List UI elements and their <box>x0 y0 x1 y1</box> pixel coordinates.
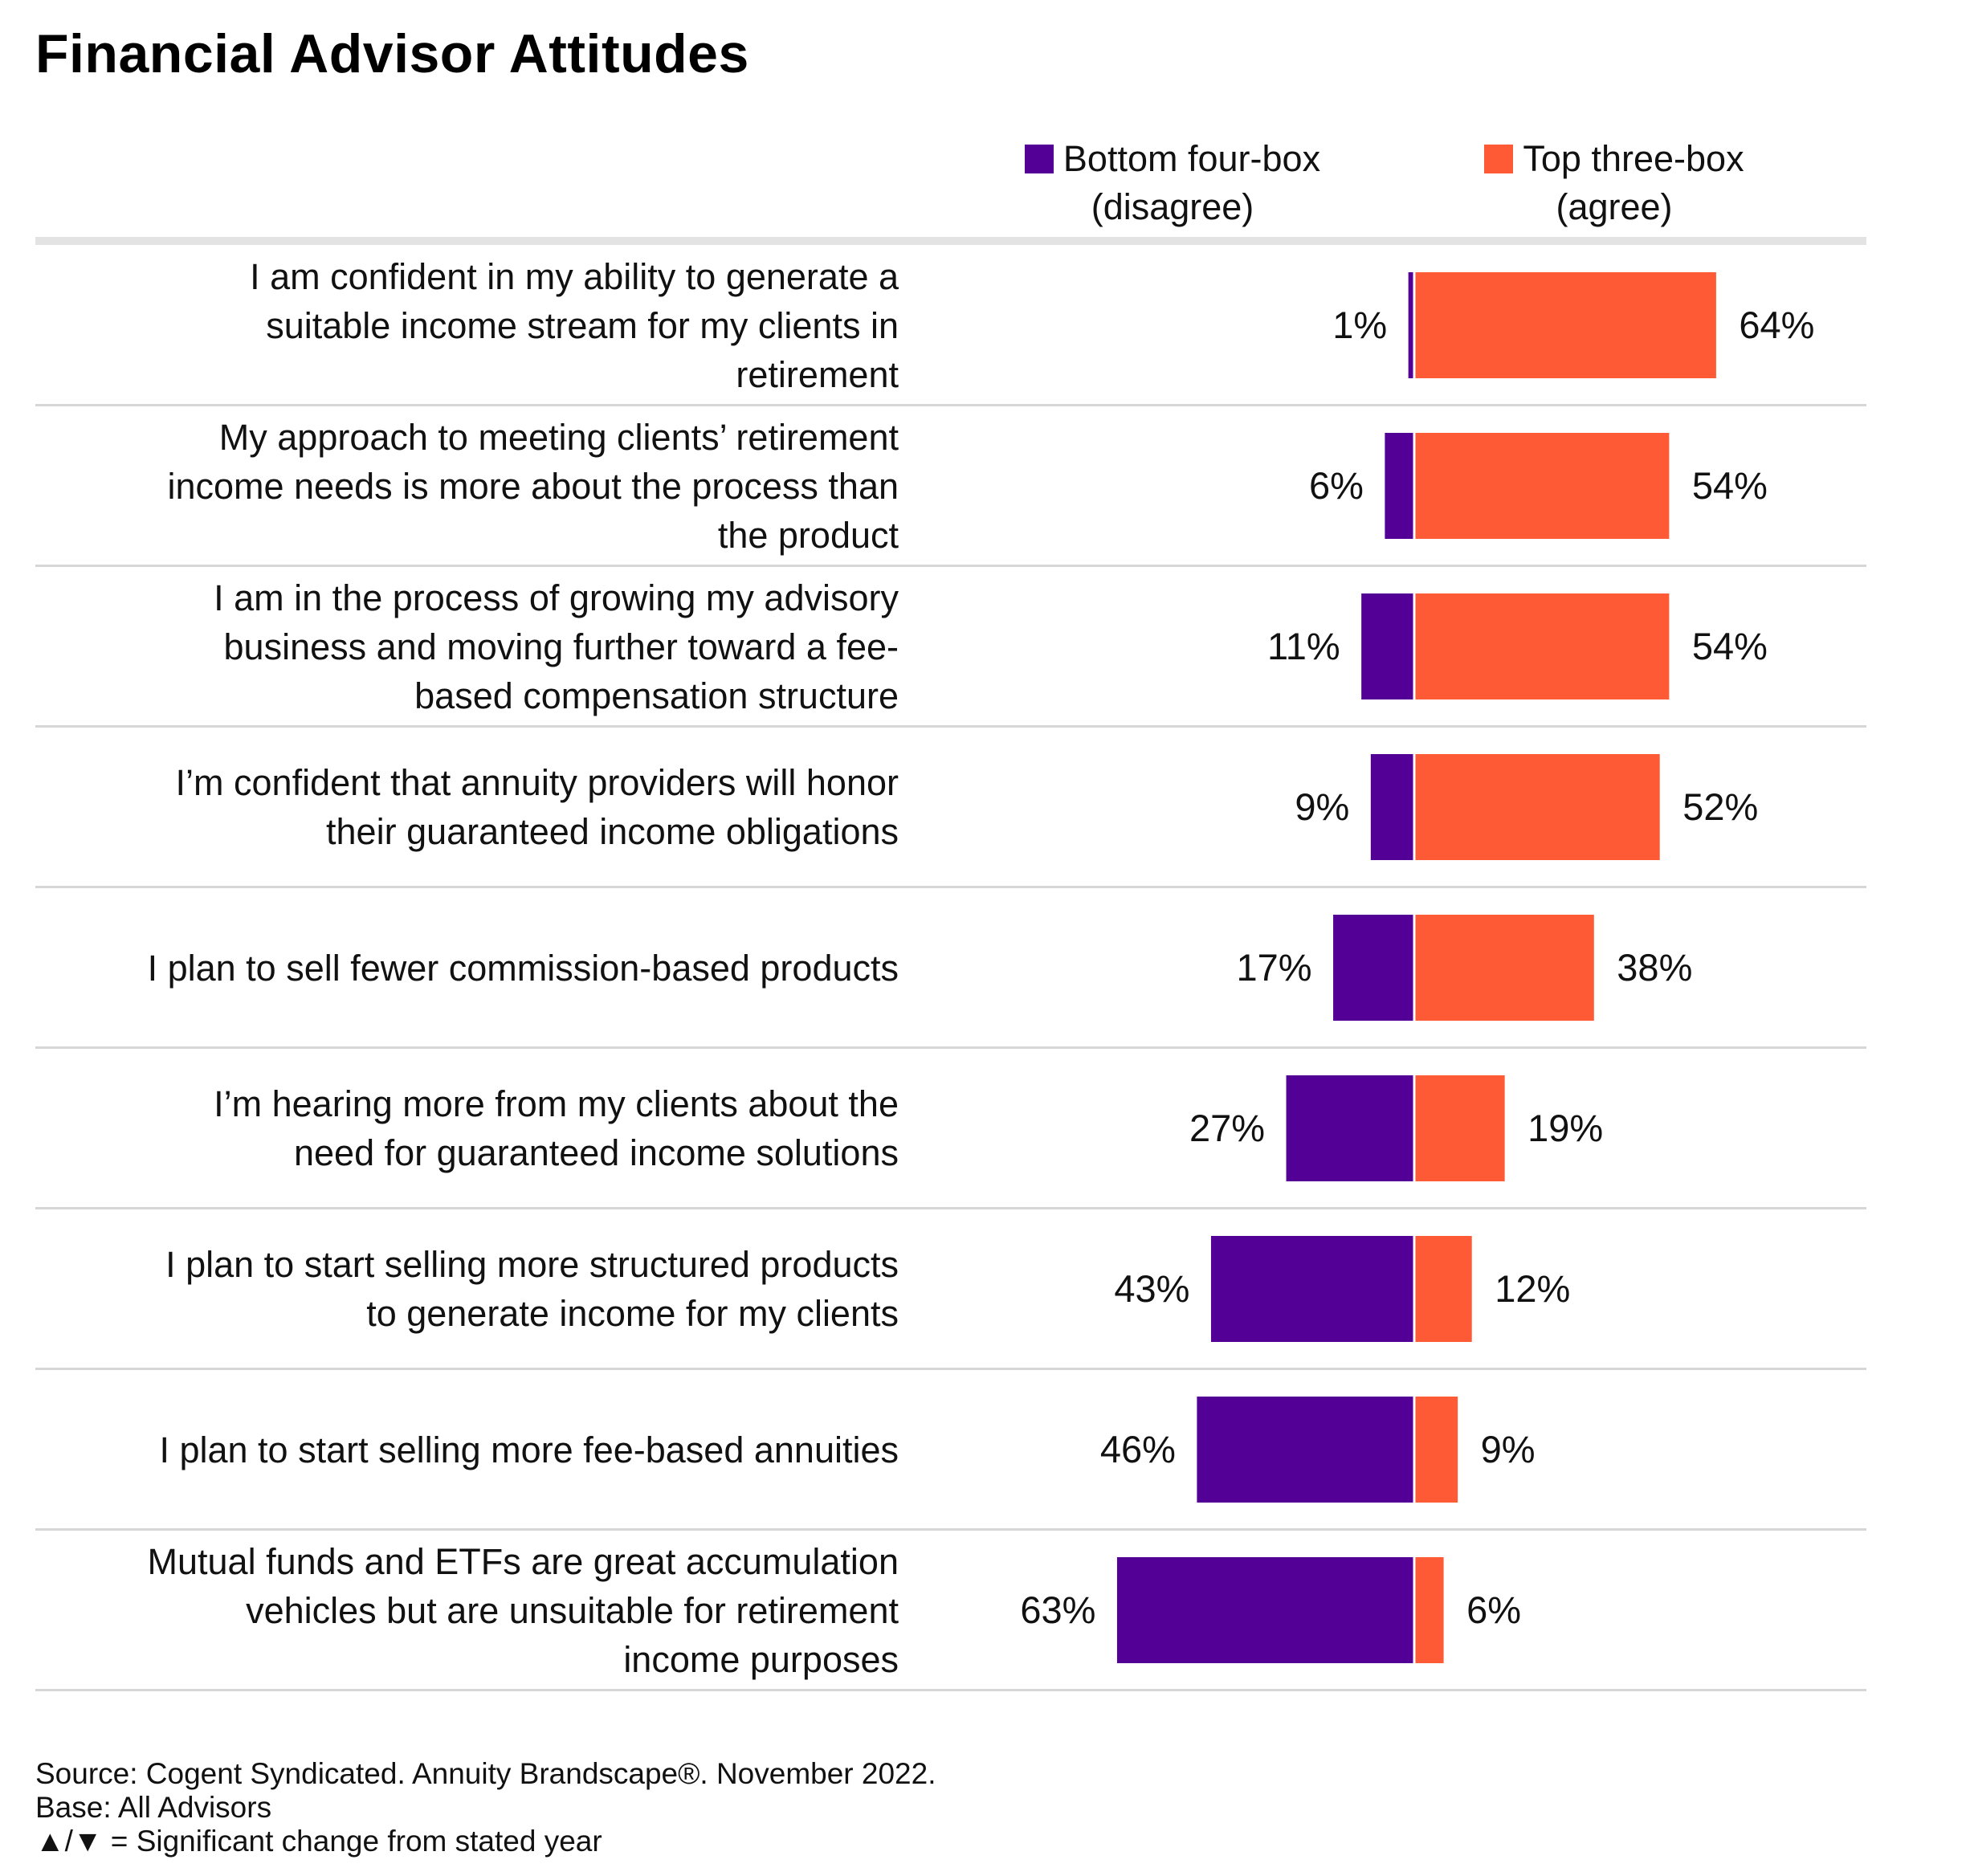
bar-disagree <box>1385 433 1413 539</box>
legend-swatch-disagree <box>1024 145 1054 173</box>
row-divider <box>35 1368 1866 1370</box>
data-label-disagree: 43% <box>1114 1267 1189 1310</box>
bar-disagree <box>1361 593 1413 699</box>
data-label-disagree: 63% <box>1020 1588 1095 1631</box>
row-label-line: I’m hearing more from my clients about t… <box>214 1083 899 1124</box>
bar-agree <box>1415 1075 1505 1181</box>
row-divider <box>35 725 1866 728</box>
row-label-line: business and moving further toward a fee… <box>223 626 899 667</box>
data-label-agree: 64% <box>1739 304 1814 346</box>
row-label: I plan to start selling more structured … <box>35 1209 899 1369</box>
bar-disagree <box>1408 272 1413 378</box>
data-label-agree: 12% <box>1495 1267 1570 1310</box>
row-label-line: Mutual funds and ETFs are great accumula… <box>147 1540 899 1582</box>
legend-label-agree: Top three-box (agree) <box>1523 138 1744 227</box>
row-label-line: vehicles but are unsuitable for retireme… <box>246 1589 899 1631</box>
bar-agree <box>1415 1397 1458 1503</box>
data-label-agree: 54% <box>1692 625 1768 667</box>
row-label-line: I am in the process of growing my adviso… <box>214 577 899 618</box>
row-label-line: retirement <box>736 353 899 395</box>
data-label-disagree: 6% <box>1309 464 1364 507</box>
bar-agree <box>1415 593 1670 699</box>
legend-item-disagree: Bottom four-box (disagree) <box>988 135 1357 231</box>
row-label-line: I plan to sell fewer commission-based pr… <box>147 947 899 989</box>
data-label-disagree: 1% <box>1332 304 1387 346</box>
header-rule <box>35 237 1866 245</box>
legend-item-agree: Top three-box (agree) <box>1446 135 1783 231</box>
row-label-line: I am confident in my ability to generate… <box>250 255 899 297</box>
bar-disagree <box>1333 915 1413 1021</box>
bar-agree <box>1415 754 1660 860</box>
bar-agree <box>1415 915 1594 1021</box>
data-label-agree: 54% <box>1692 464 1768 507</box>
row-label-line: based compensation structure <box>414 675 899 716</box>
bar-agree <box>1415 272 1716 378</box>
bar-disagree <box>1210 1236 1413 1342</box>
row-label-line: need for guaranteed income solutions <box>293 1132 899 1173</box>
chart-title: Financial Advisor Attitudes <box>35 23 749 84</box>
row-label: I am in the process of growing my adviso… <box>35 566 899 727</box>
bar-disagree <box>1286 1075 1413 1181</box>
row-label-text: I plan to start selling more fee-based a… <box>159 1425 899 1474</box>
row-divider <box>35 565 1866 567</box>
chart-footer: Source: Cogent Syndicated. Annuity Brand… <box>35 1757 936 1858</box>
bar-agree <box>1415 1236 1472 1342</box>
row-label: I’m hearing more from my clients about t… <box>35 1048 899 1209</box>
row-divider <box>35 1207 1866 1209</box>
legend-swatch-agree <box>1484 145 1514 173</box>
bar-agree <box>1415 1557 1444 1663</box>
data-label-agree: 38% <box>1617 946 1692 989</box>
row-label-line: My approach to meeting clients’ retireme… <box>218 416 899 458</box>
data-label-agree: 6% <box>1466 1588 1521 1631</box>
bar-disagree <box>1370 754 1413 860</box>
row-label-line: the product <box>717 514 899 556</box>
row-label: I’m confident that annuity providers wil… <box>35 727 899 887</box>
row-label-text: My approach to meeting clients’ retireme… <box>167 413 899 560</box>
row-divider <box>35 1528 1866 1531</box>
row-label-text: I’m confident that annuity providers wil… <box>176 758 899 856</box>
row-label: I plan to start selling more fee-based a… <box>35 1369 899 1530</box>
row-label-text: I plan to start selling more structured … <box>165 1240 899 1338</box>
row-divider <box>35 886 1866 888</box>
data-label-agree: 52% <box>1682 785 1758 828</box>
data-label-agree: 9% <box>1481 1428 1536 1470</box>
row-label-line: income purposes <box>623 1638 899 1680</box>
row-label-text: I’m hearing more from my clients about t… <box>214 1079 899 1177</box>
bar-disagree <box>1116 1557 1413 1663</box>
row-label-text: Mutual funds and ETFs are great accumula… <box>148 1537 899 1684</box>
row-label-line: their guaranteed income obligations <box>326 811 899 852</box>
significance-note: ▲/▼ = Significant change from stated yea… <box>35 1825 602 1858</box>
row-label: I plan to sell fewer commission-based pr… <box>35 887 899 1048</box>
row-divider <box>35 1046 1866 1049</box>
row-label-line: I plan to start selling more fee-based a… <box>159 1429 899 1470</box>
data-label-disagree: 27% <box>1189 1107 1265 1149</box>
row-label-line: I’m confident that annuity providers wil… <box>175 762 899 803</box>
data-label-disagree: 11% <box>1267 625 1340 667</box>
data-label-disagree: 46% <box>1100 1428 1176 1470</box>
row-divider <box>35 1689 1866 1691</box>
row-label-text: I am in the process of growing my adviso… <box>214 573 899 720</box>
data-label-disagree: 17% <box>1236 946 1311 989</box>
row-label: Mutual funds and ETFs are great accumula… <box>35 1530 899 1690</box>
row-label-line: to generate income for my clients <box>366 1293 899 1334</box>
row-label-text: I plan to sell fewer commission-based pr… <box>148 944 899 993</box>
legend-label-disagree: Bottom four-box (disagree) <box>1062 138 1321 227</box>
data-label-disagree: 9% <box>1295 785 1349 828</box>
row-label-text: I am confident in my ability to generate… <box>250 252 899 399</box>
data-label-agree: 19% <box>1527 1107 1603 1149</box>
row-label: I am confident in my ability to generate… <box>35 245 899 406</box>
source-note: Source: Cogent Syndicated. Annuity Brand… <box>35 1757 936 1790</box>
bar-disagree <box>1197 1397 1413 1503</box>
row-label: My approach to meeting clients’ retireme… <box>35 406 899 566</box>
row-divider <box>35 404 1866 406</box>
base-note: Base: All Advisors <box>35 1791 272 1824</box>
row-label-line: suitable income stream for my clients in <box>266 304 899 346</box>
bar-agree <box>1415 433 1670 539</box>
row-label-line: I plan to start selling more structured … <box>165 1244 899 1285</box>
row-label-line: income needs is more about the process t… <box>167 465 899 507</box>
